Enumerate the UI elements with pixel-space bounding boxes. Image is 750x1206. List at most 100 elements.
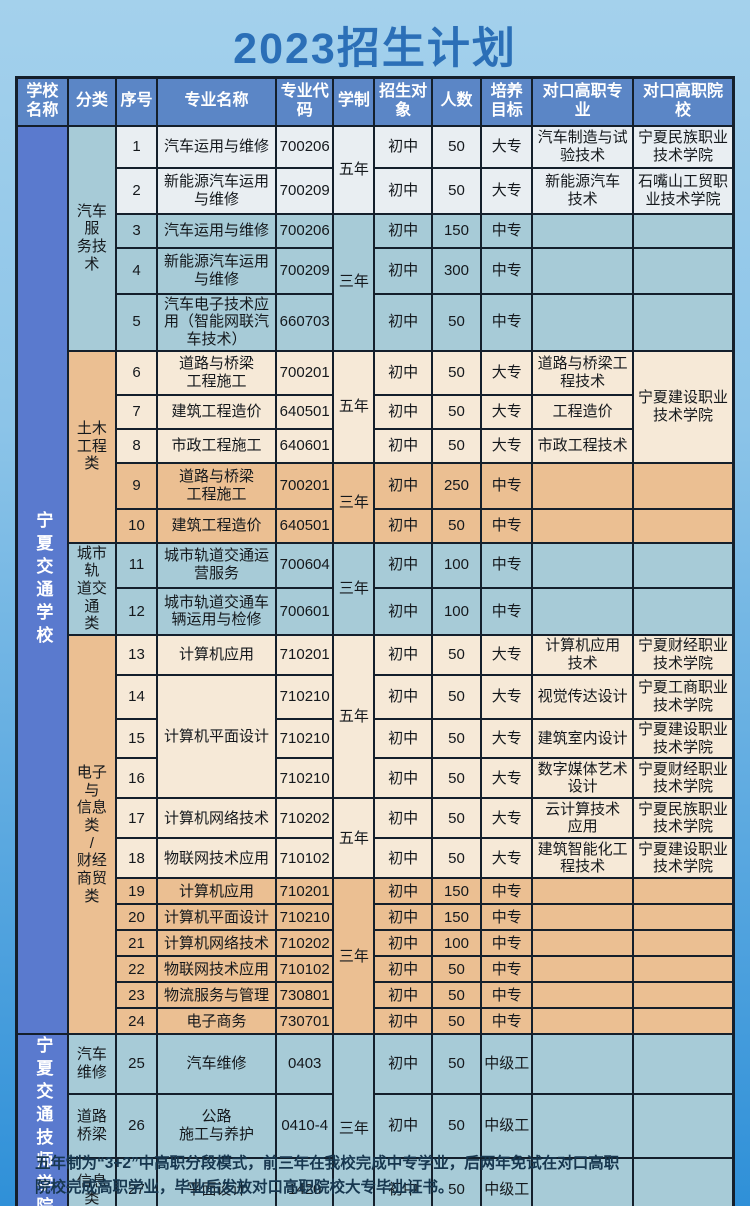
column-header-linked-major: 对口高职专业 [531,76,634,127]
table-row: 19 计算机应用 710201 三年 初中 150 中专 [17,877,735,1036]
linked-college: 宁夏建设职业 技术学院 [631,837,735,880]
target-student: 初中 [373,1157,433,1206]
major-name: 计算机网络技术 [156,929,277,958]
major-code: 640501 [274,393,335,430]
table-row: 8 市政工程施工 640601 初中 50 大专 市政工程技术 [17,427,734,464]
enrollment-count: 100 [430,929,483,958]
training-goal: 大专 [480,837,534,880]
training-goal: 中级工 [480,1092,534,1160]
training-goal: 大专 [480,124,534,169]
linked-college-major [531,981,634,1010]
major-code: 710210 [274,903,335,932]
table-row: 信息 类 27 平面设计 1420 初中 50 中级工 [17,1157,735,1206]
enrollment-count: 150 [430,877,483,906]
enrollment-plan-table: 学校 名称 分类 序号 专业名称 专业代 码 学制 招生对 象 人数 培养 目标… [15,76,735,1206]
table-row: 14 计算机平面设计 710210 初中 50 大专 视觉传达设计 宁夏工商职业 技术学院 [17,673,735,800]
training-goal: 大专 [480,349,534,396]
table-row: 5 汽车电子技术应 用（智能网联汽 车技术） 660703 初中 50 中专 [17,292,735,352]
table-row: 2 新能源汽车运用 与维修 700209 初中 50 大专 新能源汽车 技术 石嘴山工贸职 业… [17,166,735,215]
table-row: 23 物流服务与管理 730801 初中 50 中专 [17,981,735,1010]
linked-college-major [531,1157,634,1206]
training-goal: 中专 [480,586,534,637]
major-code: 0410-4 [274,1092,335,1160]
major-name: 建筑工程造价 [156,393,277,430]
training-goal: 大专 [480,757,534,800]
table-row: 宁夏交通技师学院 汽车 维修 25 汽车维修 0403 三年 初中 50 中级工 [15,1033,735,1206]
target-student: 初中 [373,757,433,800]
training-goal: 大专 [480,393,534,430]
major-code: 710210 [274,717,335,760]
table-header-row: 学校 名称 分类 序号 专业名称 专业代 码 学制 招生对 象 人数 培养 目标… [15,76,735,127]
major-code: 640601 [274,427,335,464]
major-name: 市政工程施工 [156,427,277,464]
column-header-code: 专业代 码 [274,76,335,127]
enrollment-count: 100 [430,586,483,637]
major-code: 710210 [274,757,335,800]
major-code: 700201 [274,461,335,510]
target-student: 初中 [373,1007,433,1036]
enrollment-count: 50 [430,674,483,720]
row-number: 25 [114,1033,159,1095]
table-row: 土木 工程类 6 道路与桥梁 工程施工 700201 五年 初中 50 大专 道路与桥梁工 程技… [17,349,735,544]
target-student: 初中 [373,717,433,760]
enrollment-count: 50 [430,797,483,840]
training-goal: 中专 [480,1007,534,1036]
target-student: 初中 [373,1092,433,1160]
enrollment-count: 50 [430,981,483,1010]
major-code: 710201 [274,634,335,676]
column-header-school: 学校 名称 [15,76,69,127]
row-number: 4 [114,246,159,295]
major-name: 计算机平面设计 [156,673,277,800]
major-name: 平面设计 [156,1157,277,1206]
enrollment-count: 50 [430,1157,483,1206]
table-row: 电子与 信息类 / 财经 商贸类 13 计算机应用 710201 五年 初中 50 大专 计算机… [17,633,735,1036]
major-code: 710210 [274,674,335,720]
table-row: 城市轨 道交通 类 11 城市轨道交通运 营服务 700604 三年 初中 100 中专 [17,541,735,637]
duration: 五年 [332,349,376,464]
linked-college [631,877,735,906]
major-name: 汽车电子技术应 用（智能网联汽 车技术） [156,292,277,352]
major-name: 物流服务与管理 [156,981,277,1010]
linked-college-major [531,1033,634,1095]
enrollment-count: 50 [430,1092,483,1160]
major-code: 700604 [274,541,335,589]
linked-college-major: 云计算技术 应用 [531,797,634,840]
row-number: 19 [114,877,159,906]
target-student: 初中 [373,981,433,1010]
major-name: 汽车运用与维修 [156,212,277,249]
enrollment-count: 50 [430,955,483,984]
target-student: 初中 [373,246,433,295]
linked-college-major [531,955,634,984]
linked-college [631,507,735,544]
linked-college-major: 计算机应用 技术 [531,634,634,676]
training-goal: 中专 [480,507,534,544]
major-code: 700209 [274,246,335,295]
enrollment-count: 50 [430,292,483,352]
table-row: 22 物联网技术应用 710102 初中 50 中专 [17,955,735,984]
linked-college [631,1092,735,1160]
row-number: 13 [114,634,159,676]
enrollment-count: 50 [430,166,483,215]
linked-college: 宁夏财经职业 技术学院 [631,634,735,676]
training-goal: 中专 [480,292,534,352]
major-code: 0403 [274,1033,335,1095]
table-row: 宁夏交通学校 汽车服 务技术 1 汽车运用与维修 700206 五年 初中 50 大专 汽车制造与… [15,124,735,1036]
target-student: 初中 [373,541,433,589]
enrollment-count: 50 [430,717,483,760]
target-student: 初中 [373,427,433,464]
row-number: 2 [114,166,159,215]
linked-college [631,1007,735,1036]
target-student: 初中 [373,674,433,720]
row-number: 7 [114,393,159,430]
target-student: 初中 [373,212,433,249]
row-number: 27 [114,1157,159,1206]
column-header-goal: 培养 目标 [480,76,534,127]
linked-college-major: 汽车制造与试 验技术 [531,124,634,169]
table-row: 12 城市轨道交通车 辆运用与检修 700601 初中 100 中专 [17,586,735,637]
linked-college [631,461,735,510]
training-goal: 中专 [480,877,534,906]
category-cell: 汽车 维修 [66,1033,117,1095]
row-number: 8 [114,427,159,464]
row-number: 21 [114,929,159,958]
row-number: 24 [114,1007,159,1036]
